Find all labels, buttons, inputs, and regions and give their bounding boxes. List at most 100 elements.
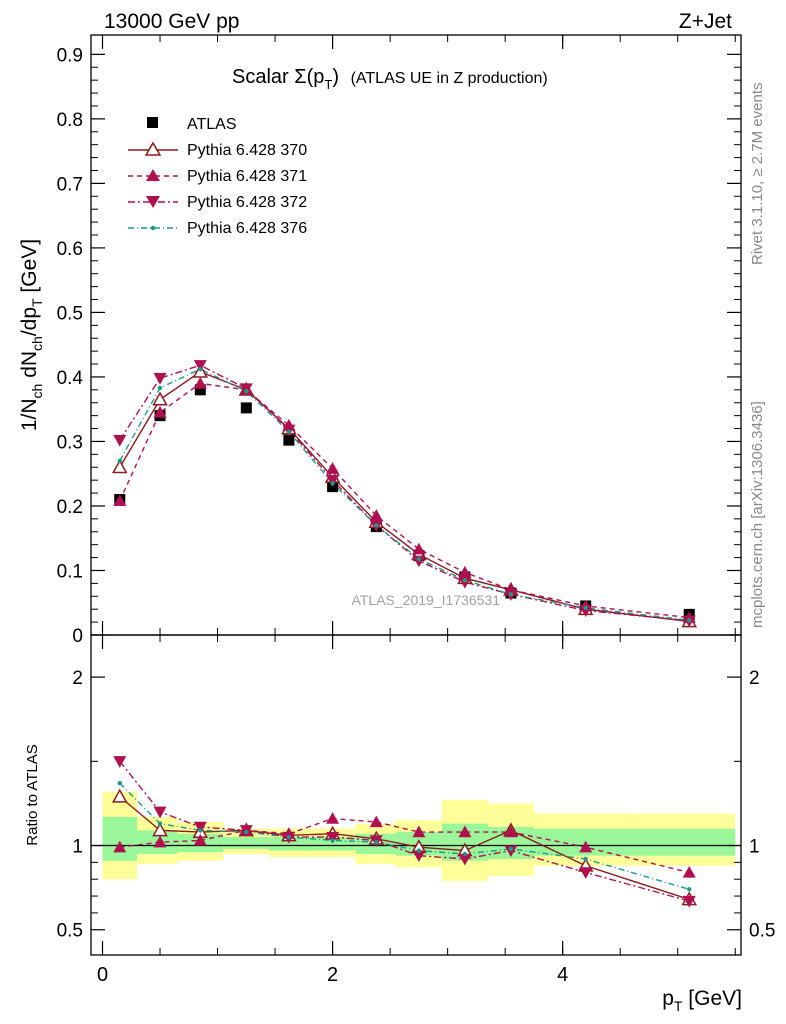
ratio-point-2: [682, 895, 696, 908]
y-tick-label-main: 0.3: [57, 432, 83, 453]
ratio-panel: 0.5 0.5 1 1 2 2 0 2 4 Ratio to ATLAS pT [GeV]: [24, 634, 775, 1014]
series-point-3: [157, 385, 163, 391]
band-green: [269, 837, 310, 851]
ratio-point-2: [412, 850, 426, 863]
series-line-3: [119, 368, 690, 621]
y-tick-label-main: 0: [72, 626, 83, 647]
mcplots-label: mcplots.cern.ch [arXiv:1306.3436]: [749, 401, 766, 628]
series-line-2: [119, 364, 690, 622]
main-panel: ATLAS_2019_I1736531 0 0.1 0.2 0.3 0.4 0.5 0.6 0…: [18, 34, 742, 647]
analysis-watermark: ATLAS_2019_I1736531: [352, 592, 501, 608]
data-point-atlas: [240, 402, 252, 414]
series-point-1: [153, 405, 167, 418]
ratio-point-1: [504, 825, 518, 838]
band-green: [309, 837, 356, 851]
y-tick-label-main: 0.8: [57, 110, 83, 131]
ratio-point-1: [153, 835, 167, 848]
series-point-3: [198, 366, 203, 372]
ratio-point-1: [369, 815, 383, 828]
series-point-3: [687, 617, 692, 623]
ratio-point-0: [152, 822, 168, 837]
legend-label-370: Pythia 6.428 370: [187, 142, 307, 159]
ratio-point-2: [458, 853, 472, 866]
ratio-point-2: [579, 867, 593, 879]
plot-title: Scalar Σ(pT) (ATLAS UE in Z production): [232, 66, 548, 92]
ratio-point-2: [113, 756, 127, 768]
series-point-3: [117, 458, 122, 464]
ratio-point-3: [157, 821, 163, 826]
ratio-point-1: [579, 840, 593, 853]
ratio-frame: [90, 634, 742, 956]
legend-label-371: Pythia 6.428 371: [187, 168, 307, 185]
band-green: [631, 828, 736, 856]
ratio-point-1: [326, 812, 340, 824]
legend-entry-371: Pythia 6.428 371: [128, 168, 307, 185]
ratio-point-3: [244, 829, 249, 835]
series-point-2: [326, 474, 340, 487]
y-tick-label-main: 0.9: [57, 45, 83, 66]
y-tick-label-main: 0.5: [57, 303, 83, 324]
series-point-3: [416, 556, 422, 562]
band-green: [102, 816, 138, 861]
ratio-point-3: [508, 846, 514, 852]
legend-marker-atlas: [147, 117, 158, 128]
series-point-1: [458, 565, 472, 578]
y-tick-label-ratio-right: 2: [749, 668, 760, 689]
x-tick-label: 4: [557, 964, 568, 986]
series-point-3: [508, 592, 514, 597]
series-line-0: [119, 370, 690, 623]
series-point-2: [458, 576, 472, 589]
legend-entry-376: Pythia 6.428 376: [128, 220, 307, 237]
rivet-label: Rivet 3.1.10, ≥ 2.7M events: [749, 83, 766, 266]
ratio-point-0: [111, 788, 128, 803]
header-right: Z+Jet: [679, 10, 732, 33]
series-point-3: [330, 481, 335, 486]
series-point-2: [113, 434, 127, 447]
ratio-point-2: [504, 845, 518, 858]
ratio-point-3: [416, 848, 422, 853]
data-point-atlas: [194, 384, 206, 396]
ratio-point-3: [117, 781, 122, 786]
series-point-1: [369, 509, 383, 521]
ratio-y-label: Ratio to ATLAS: [24, 744, 41, 845]
ratio-point-3: [286, 834, 292, 840]
ratio-point-1: [412, 825, 426, 838]
series-point-0: [111, 459, 128, 474]
ratio-point-1: [113, 840, 127, 853]
series-point-2: [193, 360, 207, 372]
series-point-3: [286, 429, 292, 434]
ratio-line-2: [119, 760, 690, 902]
legend-label-atlas: ATLAS: [187, 116, 237, 133]
legend: ATLAS Pythia 6.428 370 Pythia 6.428 371 …: [128, 116, 307, 237]
series-point-0: [152, 391, 168, 406]
y-tick-label-main: 0.2: [57, 497, 83, 518]
ratio-point-3: [687, 887, 692, 892]
y-tick-label-ratio: 0.5: [57, 921, 83, 942]
y-tick-label-ratio: 1: [72, 837, 83, 858]
series-point-3: [374, 523, 379, 528]
series-point-3: [462, 577, 468, 583]
x-axis-label: pT [GeV]: [662, 987, 742, 1014]
legend-label-376: Pythia 6.428 376: [187, 220, 307, 237]
y-tick-label-main: 0.4: [57, 368, 84, 389]
ratio-point-2: [326, 831, 340, 844]
ratio-point-3: [583, 856, 588, 862]
series-point-1: [412, 542, 426, 555]
series-point-1: [326, 462, 340, 474]
ratio-point-3: [330, 838, 335, 843]
ratio-line-1: [119, 817, 690, 874]
series-point-3: [583, 605, 588, 611]
legend-label-372: Pythia 6.428 372: [187, 194, 307, 211]
legend-entry-372: Pythia 6.428 372: [128, 194, 307, 211]
series-point-1: [193, 376, 207, 389]
series-point-2: [579, 605, 593, 617]
band-green: [223, 837, 270, 849]
series-point-2: [412, 555, 426, 568]
data-point-atlas: [283, 434, 295, 446]
series-point-3: [244, 388, 249, 394]
ratio-point-3: [462, 851, 468, 857]
header-left: 13000 GeV pp: [104, 10, 239, 33]
y-tick-label-main: 0.7: [57, 174, 83, 195]
ratio-point-2: [193, 821, 207, 834]
ratio-point-1: [458, 825, 472, 838]
